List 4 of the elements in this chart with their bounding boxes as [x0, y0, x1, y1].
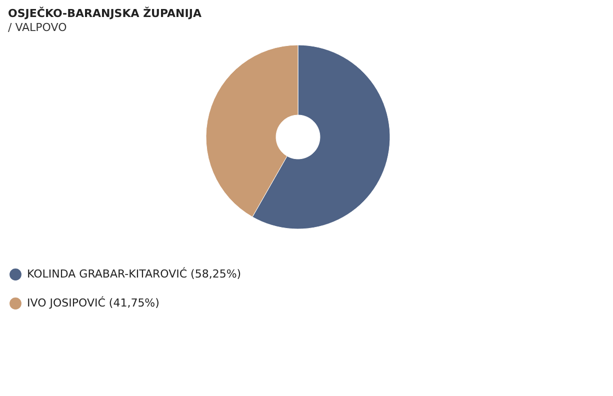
legend-label: KOLINDA GRABAR-KITAROVIĆ (58,25%)	[27, 266, 242, 280]
chart-title: OSJEČKO-BARANJSKA ŽUPANIJA	[8, 6, 202, 20]
chart-subtitle: / VALPOVO	[8, 21, 68, 34]
legend-label: IVO JOSIPOVIĆ (41,75%)	[27, 296, 160, 310]
